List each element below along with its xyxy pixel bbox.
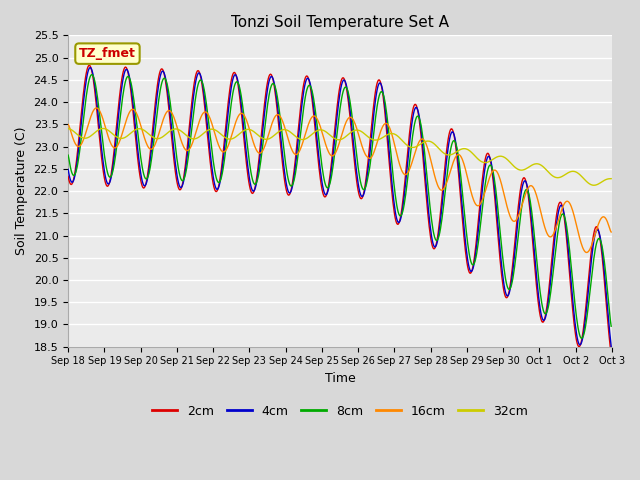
Title: Tonzi Soil Temperature Set A: Tonzi Soil Temperature Set A <box>231 15 449 30</box>
X-axis label: Time: Time <box>324 372 355 385</box>
Legend: 2cm, 4cm, 8cm, 16cm, 32cm: 2cm, 4cm, 8cm, 16cm, 32cm <box>147 400 533 423</box>
Text: TZ_fmet: TZ_fmet <box>79 47 136 60</box>
Y-axis label: Soil Temperature (C): Soil Temperature (C) <box>15 127 28 255</box>
